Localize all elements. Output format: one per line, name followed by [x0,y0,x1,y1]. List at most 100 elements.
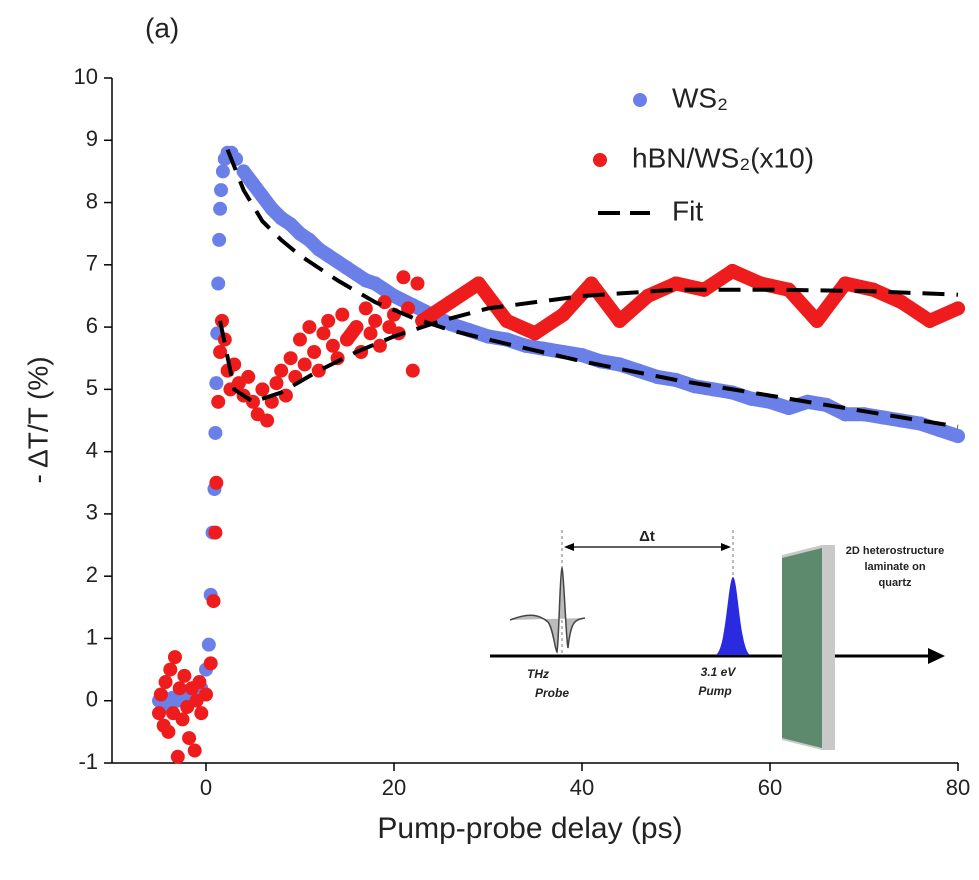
data-point [209,376,224,391]
legend-marker [593,153,607,167]
data-point [932,422,947,437]
data-point [528,326,542,341]
data-point [316,326,331,341]
data-point [311,363,326,378]
data-point [349,320,364,335]
data-point [182,731,197,746]
data-point [913,416,928,431]
data-point [172,681,187,696]
data-point [396,270,411,285]
data-point [187,743,202,758]
x-tick-label: 80 [946,775,970,800]
data-point [167,650,182,665]
data-point [255,189,270,204]
data-point [161,724,176,739]
data-point [215,164,230,179]
y-tick-label: 7 [86,251,98,276]
data-point [236,164,251,179]
y-tick-label: 9 [86,126,98,151]
data-point [302,320,317,335]
data-point [363,326,378,341]
data-point [269,376,284,391]
data-point [158,675,173,690]
inset-probe-label: Probe [535,686,569,700]
data-point [443,316,458,331]
data-point [744,391,759,406]
data-point [499,313,514,328]
y-tick-label: 6 [86,313,98,338]
data-point [368,313,383,328]
data-point [321,313,336,328]
data-point [153,687,168,702]
data-point [951,429,965,444]
data-point [255,382,270,397]
data-point [372,338,387,353]
data-point [170,749,185,764]
y-tick-label: 8 [86,188,98,213]
data-point [192,675,207,690]
x-tick-label: 0 [200,775,212,800]
y-tick-label: 10 [74,64,98,89]
x-tick-label: 20 [382,775,406,800]
data-point [208,525,223,540]
data-point [163,662,178,677]
y-tick-label: -1 [78,749,98,774]
data-point [297,357,312,372]
data-point [401,301,416,316]
y-tick-label: 5 [86,375,98,400]
data-point [612,313,627,328]
data-point [838,276,853,291]
inset-pump-pulse [715,577,751,655]
data-point [307,345,322,359]
data-point [410,276,425,291]
data-point [211,394,226,409]
data-point [293,332,307,347]
data-point [377,295,392,310]
data-point [471,276,486,291]
data-point [175,712,190,727]
legend-label: Fit [672,195,703,226]
inset-sample-label: quartz [879,577,913,589]
inset-arrowhead [928,648,945,664]
data-point [951,301,965,316]
data-point [264,201,279,216]
legend-label: WS₂ [672,82,728,113]
x-axis-label: Pump-probe delay (ps) [377,812,682,845]
y-tick-label: 0 [86,687,98,712]
data-point [206,594,221,609]
data-point [894,295,909,310]
y-tick-label: 3 [86,500,98,525]
y-tick-label: 2 [86,562,98,587]
inset-probe-label: THz [527,667,549,681]
data-point [405,363,420,378]
inset-sample-label: laminate on [864,561,925,573]
data-point [537,341,552,356]
data-point [152,706,166,721]
data-point [283,351,298,366]
data-point [875,410,890,425]
series-connector [471,276,514,328]
chart-title: (a) [145,12,179,43]
legend-marker [633,93,647,107]
fit-line [218,148,959,429]
data-point [214,183,229,198]
data-point [340,332,354,347]
data-point [208,425,223,440]
data-point [424,307,439,322]
data-point [810,313,824,328]
data-point [274,363,289,378]
data-point [177,668,192,683]
data-point [922,313,937,328]
data-point [260,413,275,428]
inset-arrowhead [564,543,574,551]
data-point [584,276,599,291]
data-point [753,276,768,291]
data-point [213,201,228,216]
data-point [241,369,256,384]
data-point [209,475,224,490]
inset-pump-label: Pump [698,684,731,698]
data-point [211,276,226,291]
data-point [283,217,298,232]
data-point [246,176,260,191]
